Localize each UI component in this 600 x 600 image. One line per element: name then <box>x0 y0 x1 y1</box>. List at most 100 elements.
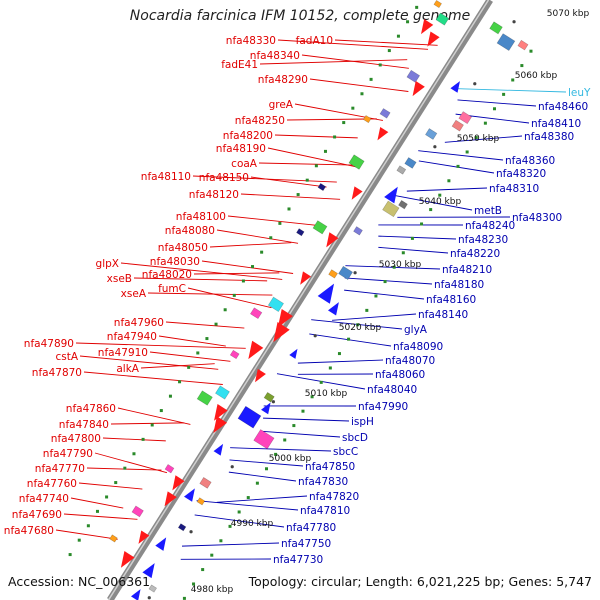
tick-dot <box>192 582 196 586</box>
gene-label-left: nfa48340 <box>250 50 300 62</box>
connector-line <box>390 194 473 211</box>
forward-gene-arrow <box>326 232 339 248</box>
gene-label-right: nfa47830 <box>298 476 348 488</box>
gene-label-right: nfa48460 <box>538 101 588 113</box>
tick-dot <box>438 193 442 197</box>
gene-label-left: nfa48250 <box>235 115 285 127</box>
connector-line <box>286 118 377 121</box>
gene-box <box>406 69 421 83</box>
tick-dot <box>520 64 524 68</box>
connector-line <box>133 277 268 282</box>
gene-box <box>237 405 262 429</box>
gene-box <box>263 391 275 403</box>
reverse-gene-arrow <box>213 443 224 456</box>
forward-gene-arrow <box>248 340 264 360</box>
tick-dot <box>150 423 154 427</box>
connector-line <box>228 471 297 482</box>
scale-tick-dot <box>353 271 357 275</box>
gene-label-right: nfa48300 <box>512 212 562 224</box>
scale-label: 4990 kbp <box>231 519 274 529</box>
genome-summary-text: Topology: circular; Length: 6,021,225 bp… <box>248 574 592 589</box>
gene-box <box>196 497 206 506</box>
connector-line <box>418 160 495 174</box>
gene-label-right: nfa48410 <box>531 118 581 130</box>
gene-box <box>396 165 407 175</box>
connector-line <box>240 193 341 200</box>
connector-line <box>120 262 283 280</box>
connector-line <box>147 292 273 296</box>
connector-line <box>309 78 409 92</box>
tick-dot <box>241 279 245 283</box>
tick-dot <box>278 221 282 225</box>
tick-dot <box>201 568 205 572</box>
gene-label-right: nfa47780 <box>286 522 336 534</box>
scale-tick-dot <box>147 596 151 600</box>
tick-dot <box>328 366 332 370</box>
tick-dot <box>159 409 163 413</box>
connector-line <box>457 88 567 93</box>
connector-line <box>216 229 299 244</box>
tick-dot <box>323 149 327 153</box>
connector-line <box>263 417 350 422</box>
forward-gene-arrow <box>421 19 434 35</box>
gene-label-left: fadA10 <box>296 35 333 47</box>
gene-label-left: greA <box>269 99 294 111</box>
connector-line <box>110 422 185 425</box>
gene-box <box>517 39 529 51</box>
connector-line <box>344 289 425 300</box>
tick-dot <box>429 208 433 212</box>
gene-box <box>338 265 353 280</box>
connector-line <box>181 542 280 547</box>
tick-dot <box>456 164 460 168</box>
connector-line <box>75 342 246 349</box>
tick-dot <box>86 524 90 528</box>
gene-label-right: nfa48040 <box>367 384 417 396</box>
tick-dot <box>168 394 172 398</box>
forward-gene-arrow <box>164 491 177 507</box>
tick-dot <box>360 92 364 96</box>
tick-dot <box>228 524 232 528</box>
gene-label-left: nfa48200 <box>223 130 273 142</box>
tick-dot <box>378 63 382 67</box>
tick-dot <box>205 337 209 341</box>
gene-label-right: nfa47850 <box>305 461 355 473</box>
gene-label-left: nfa47910 <box>98 347 148 359</box>
gene-label-left: xseA <box>121 288 147 300</box>
gene-label-left: nfa48030 <box>150 256 200 268</box>
gene-box <box>109 534 118 543</box>
gene-features <box>68 0 533 600</box>
reverse-gene-arrow <box>155 537 167 551</box>
tick-dot <box>105 495 109 499</box>
forward-gene-arrow <box>412 81 425 97</box>
scale-tick-dot <box>230 465 234 469</box>
gene-label-right: nfa48210 <box>442 264 492 276</box>
gene-box <box>196 390 213 406</box>
connector-line <box>140 363 215 369</box>
scale-label: 4980 kbp <box>191 585 234 595</box>
connector-line <box>309 333 392 347</box>
forward-gene-arrow <box>213 416 228 433</box>
tick-dot <box>141 437 145 441</box>
gene-label-right: nfa48240 <box>465 220 515 232</box>
connector-line <box>250 176 327 188</box>
tick-dot <box>337 352 341 356</box>
scale-label: 5000 kbp <box>269 454 312 464</box>
gene-label-left: nfa48120 <box>189 189 239 201</box>
forward-gene-arrow <box>377 126 389 141</box>
tick-dot <box>210 553 214 557</box>
gene-box <box>433 0 442 9</box>
gene-box <box>404 157 417 169</box>
tick-dot <box>237 510 241 514</box>
gene-box <box>249 307 263 320</box>
tick-dot <box>347 337 351 341</box>
connector-line <box>261 430 341 438</box>
tick-dot <box>333 135 337 139</box>
scale-label: 5030 kbp <box>379 260 422 270</box>
connector-line <box>55 529 118 540</box>
reverse-gene-arrow <box>184 488 195 502</box>
connector-line <box>158 335 226 347</box>
gene-label-right: glyA <box>404 324 428 336</box>
tick-dot <box>406 20 410 24</box>
gene-label-left: nfa47690 <box>12 509 62 521</box>
connector-line <box>78 482 143 490</box>
